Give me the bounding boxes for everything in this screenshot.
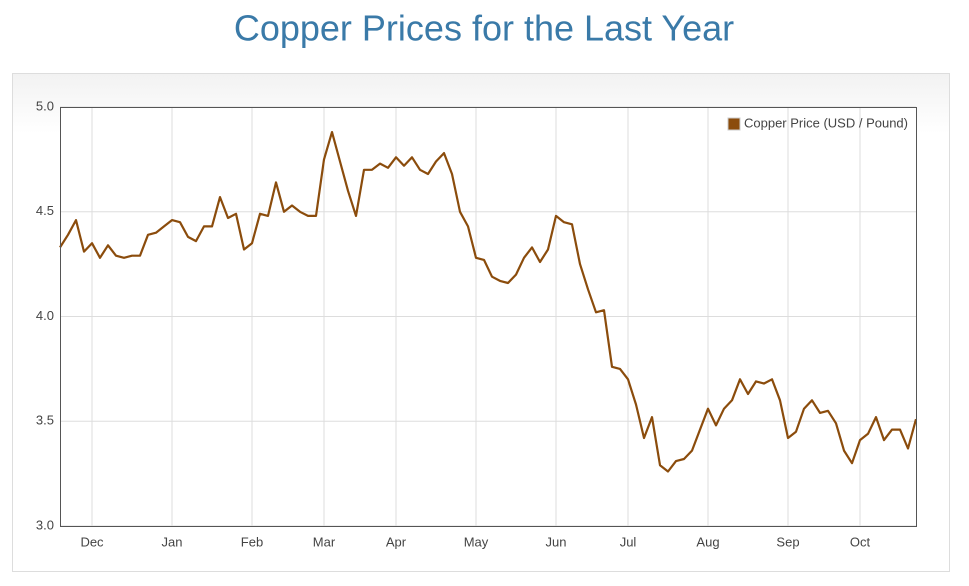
x-tick-label: Oct <box>850 534 871 549</box>
y-tick-label: 3.5 <box>36 413 54 428</box>
x-tick-label: Mar <box>313 534 336 549</box>
x-tick-label: Jun <box>546 534 567 549</box>
x-tick-label: May <box>464 534 489 549</box>
x-tick-label: Jul <box>620 534 637 549</box>
plot-border <box>60 107 917 527</box>
x-tick-label: Sep <box>776 534 799 549</box>
x-tick-label: Aug <box>696 534 719 549</box>
chart-title: Copper Prices for the Last Year <box>234 8 734 49</box>
x-tick-label: Apr <box>386 534 407 549</box>
price-line <box>59 131 918 473</box>
y-tick-label: 4.5 <box>36 203 54 218</box>
y-tick-label: 3.0 <box>36 517 54 532</box>
x-tick-label: Feb <box>241 534 263 549</box>
legend-label: Copper Price (USD / Pound) <box>744 115 908 130</box>
x-tick-label: Dec <box>80 534 104 549</box>
legend-swatch <box>727 117 741 131</box>
x-tick-label: Jan <box>162 534 183 549</box>
y-tick-label: 4.0 <box>36 308 54 323</box>
y-tick-label: 5.0 <box>36 98 54 113</box>
